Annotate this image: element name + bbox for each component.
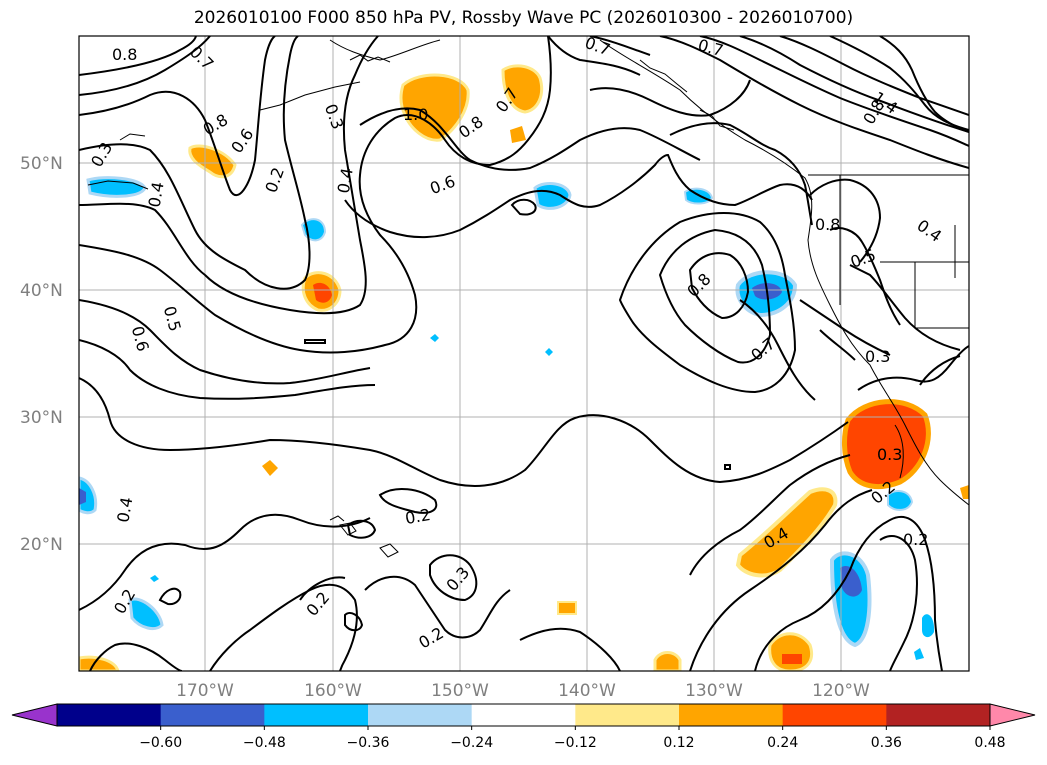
contour-label: 0.3	[865, 347, 890, 366]
lon-label: 160°W	[304, 681, 362, 701]
anomaly-positive	[960, 485, 969, 499]
longitude-labels: 170°W 160°W 150°W 140°W 130°W 120°W	[176, 681, 870, 701]
coastlines	[87, 39, 969, 558]
anomaly-negative	[150, 575, 159, 582]
gridlines	[79, 36, 969, 671]
anomaly-negative	[128, 597, 164, 630]
colorbar-extend-high	[989, 703, 1036, 727]
contour-label: 0.6	[427, 172, 457, 199]
contour-label: 0.7	[186, 42, 217, 73]
contour-label: 0.8	[815, 215, 840, 234]
contour-label: 0.4	[334, 166, 357, 194]
anomaly-negative	[533, 182, 572, 210]
anomaly-negative	[430, 334, 439, 342]
colorbar-tick-label: −0.12	[554, 735, 597, 751]
colorbar-segment	[575, 704, 680, 726]
anomaly-positive	[557, 601, 577, 615]
contour-label: 0.8	[200, 110, 232, 139]
anomaly-positive	[501, 64, 544, 114]
colorbar-segment	[886, 704, 991, 726]
contour-label: 0.6	[227, 125, 257, 157]
colorbar-segment	[679, 704, 784, 726]
anomaly-negative	[922, 614, 935, 638]
colorbar-segment	[57, 704, 162, 726]
anomaly-strong-positive	[313, 282, 332, 303]
lon-label: 120°W	[812, 681, 870, 701]
anomaly-negative	[79, 476, 98, 515]
colorbar-frame	[56, 703, 991, 727]
anomaly-positive	[262, 460, 278, 476]
lon-label: 170°W	[176, 681, 234, 701]
colorbar-segment	[264, 704, 369, 726]
anomaly-negative	[914, 648, 924, 660]
anomaly-positive	[510, 126, 526, 143]
contour-label: 0.3	[442, 563, 473, 595]
lat-label: 20°N	[20, 535, 63, 555]
contour-label: 0.7	[696, 35, 726, 60]
colorbar-segment	[160, 704, 265, 726]
colorbar-tick-label: −0.60	[139, 735, 182, 751]
colorbar-tick-label: 0.36	[871, 735, 902, 751]
colorbar: −0.60 −0.48 −0.36 −0.24 −0.12 0.12 0.24 0.36 0.4…	[11, 703, 1036, 751]
pv-contours	[79, 36, 969, 671]
contour-label: 0.2	[404, 505, 432, 528]
anomaly-positive	[653, 651, 682, 671]
anomaly-negative	[86, 176, 147, 198]
anomaly-strong-positive	[782, 654, 802, 664]
lat-label: 40°N	[20, 281, 63, 301]
anomaly-strong-positive	[842, 399, 931, 490]
colorbar-segment	[782, 704, 887, 726]
colorbar-extend-low	[11, 703, 58, 727]
lat-label: 30°N	[20, 408, 63, 428]
anomaly-positive	[188, 144, 237, 179]
colorbar-tick-label: 0.24	[767, 735, 798, 751]
colorbar-tick-label: −0.24	[450, 735, 493, 751]
lon-label: 150°W	[431, 681, 489, 701]
contour-labels: 0.8 0.7 0.8 0.6 0.3 0.4 0.2 0.3 1.0 0.8 …	[87, 35, 945, 653]
colorbar-segment	[471, 704, 576, 726]
colorbar-tick-label: 0.12	[663, 735, 694, 751]
colorbar-tick-label: −0.36	[347, 735, 390, 751]
anomaly-negative	[887, 489, 914, 511]
colorbar-tick-label: −0.48	[243, 735, 286, 751]
contour-label: 0.2	[261, 165, 288, 195]
anomaly-positive	[768, 632, 814, 671]
anomaly-positive	[79, 655, 120, 671]
contour-label: 0.5	[160, 304, 185, 334]
contour-label: 1.0	[403, 105, 428, 124]
latitude-labels: 50°N 40°N 30°N 20°N	[20, 154, 63, 555]
anomaly-negative	[545, 348, 553, 356]
lat-label: 50°N	[20, 154, 63, 174]
map-content: 0.8 0.7 0.8 0.6 0.3 0.4 0.2 0.3 1.0 0.8 …	[79, 35, 969, 671]
contour-label: 0.8	[683, 269, 714, 300]
map-title: 2026010100 F000 850 hPa PV, Rossby Wave …	[193, 8, 854, 28]
anomaly-positive	[735, 487, 838, 578]
lon-label: 140°W	[558, 681, 616, 701]
contour-label: 0.2	[415, 623, 447, 652]
plot-frame	[78, 35, 970, 672]
contour-label: 0.4	[145, 180, 168, 208]
lon-label: 130°W	[685, 681, 743, 701]
contour-label: 0.2	[903, 530, 928, 549]
contour-label: 0.3	[877, 445, 902, 464]
colorbar-tick-label: 0.48	[974, 735, 1005, 751]
contour-label: 0.8	[112, 45, 137, 64]
colorbar-segment	[368, 704, 473, 726]
contour-label: 0.4	[113, 496, 136, 524]
shaded-anomalies	[79, 64, 969, 671]
anomaly-strong-negative	[840, 566, 862, 597]
anomaly-strong-negative	[79, 488, 86, 505]
contour-label: 0.5	[848, 245, 878, 272]
contour-label: 0.4	[913, 216, 945, 246]
anomaly-positive	[399, 73, 470, 142]
